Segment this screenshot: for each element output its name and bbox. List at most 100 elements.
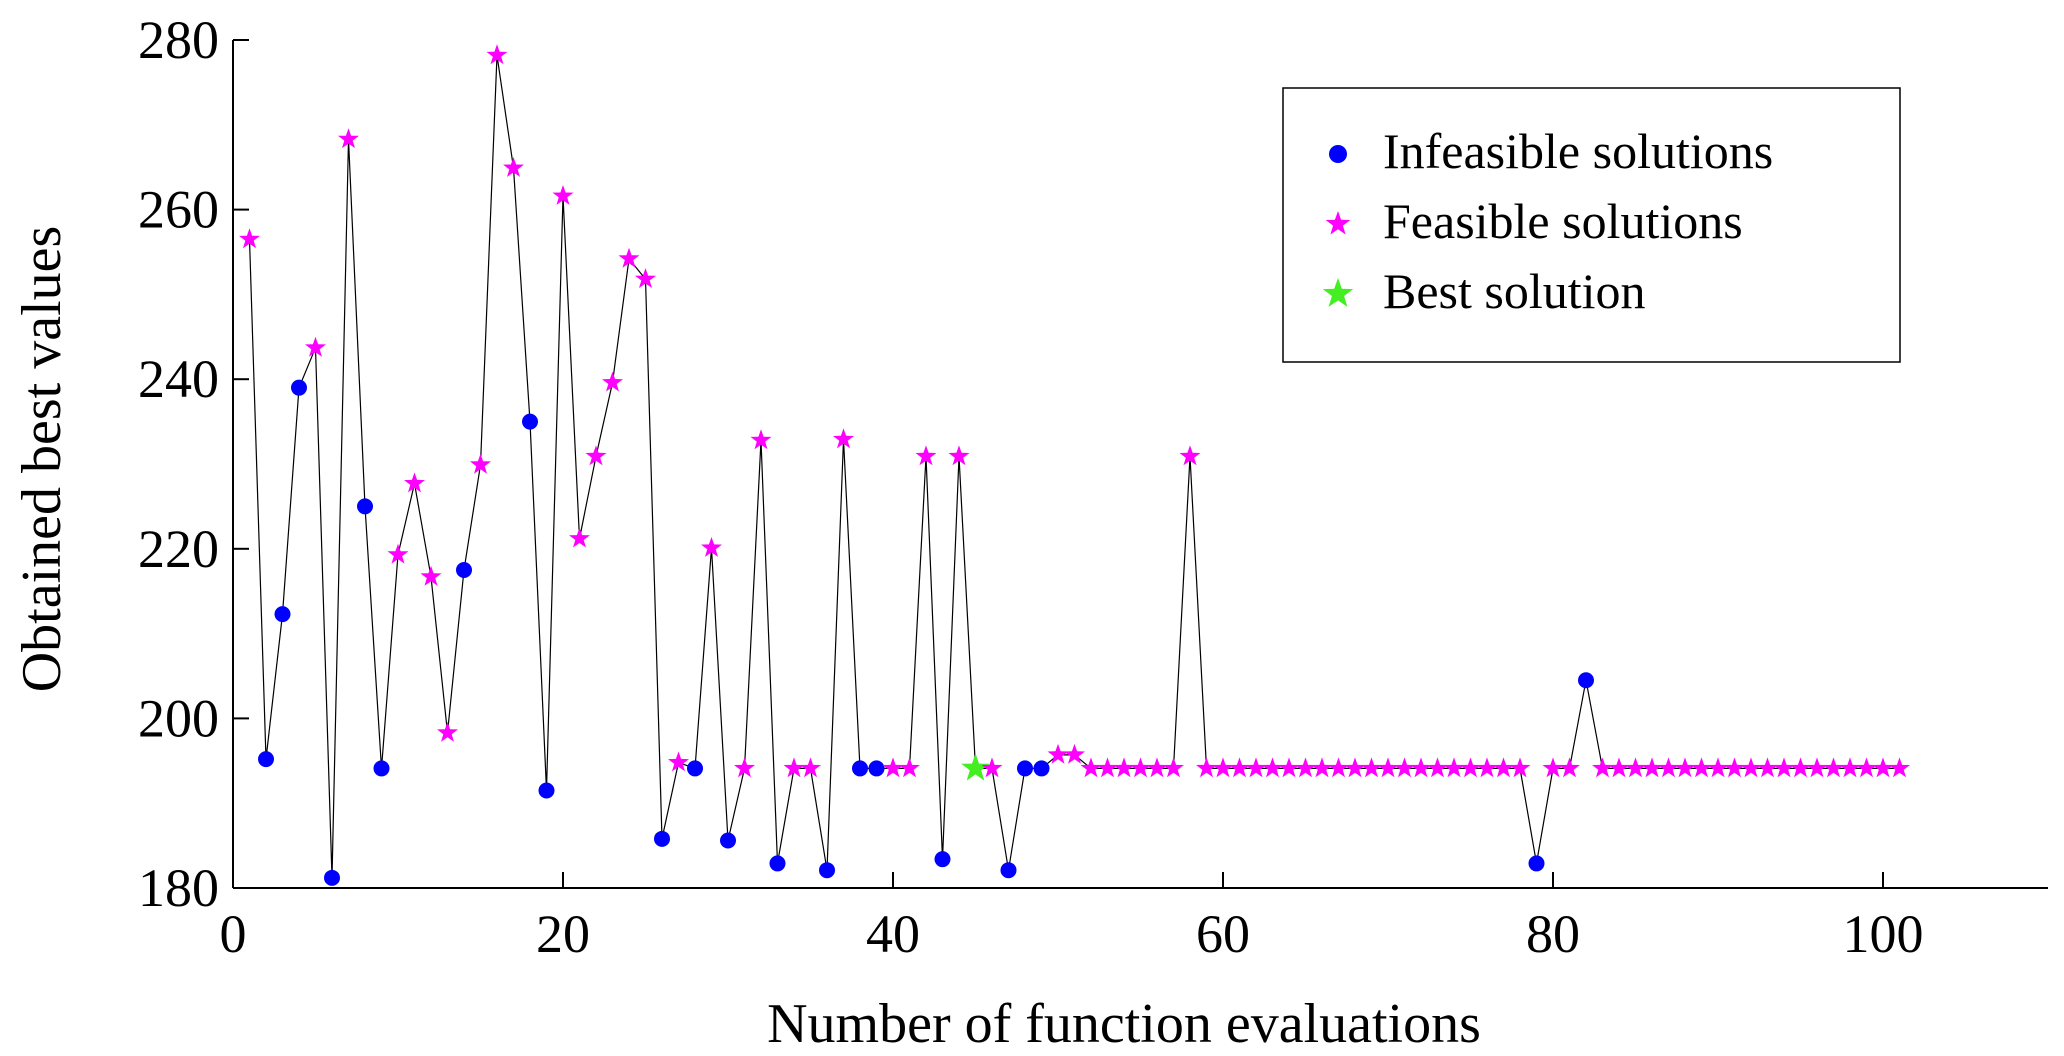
- legend-box: [1282, 87, 1901, 363]
- infeasible-point: [456, 562, 472, 578]
- feasible-point: [701, 537, 722, 557]
- feasible-point: [1278, 757, 1300, 778]
- feasible-point: [981, 757, 1003, 778]
- legend-label-best: Best solution: [1383, 263, 1646, 319]
- infeasible-point: [258, 751, 274, 768]
- feasible-point: [1773, 757, 1795, 778]
- infeasible-point: [291, 379, 307, 396]
- best-point: [961, 753, 990, 781]
- feasible-point: [1889, 757, 1910, 778]
- feasible-point: [948, 445, 970, 466]
- feasible-point: [1707, 757, 1729, 778]
- infeasible-point: [324, 869, 340, 886]
- feasible-point: [1724, 757, 1745, 778]
- feasible-point: [1691, 757, 1712, 778]
- feasible-point: [470, 453, 491, 474]
- feasible-point: [1872, 757, 1894, 778]
- feasible-point: [1757, 757, 1778, 778]
- feasible-point: [1559, 757, 1580, 778]
- x-tick-label: 40: [866, 904, 920, 964]
- infeasible-point: [1017, 760, 1033, 777]
- feasible-point: [1674, 757, 1696, 778]
- legend-markers: [1322, 145, 1354, 307]
- infeasible-point: [522, 413, 538, 430]
- feasible-point: [783, 757, 805, 778]
- feasible-point: [1806, 757, 1828, 778]
- x-tick-label: 100: [1843, 904, 1924, 964]
- feasible-point: [1196, 757, 1217, 778]
- feasible-point: [1608, 757, 1630, 778]
- infeasible-point: [852, 760, 868, 777]
- feasible-point: [503, 157, 524, 177]
- feasible-point: [734, 757, 755, 778]
- feasible-point: [1064, 743, 1085, 764]
- legend-marker-feasible: [1325, 211, 1351, 235]
- feasible-point: [1658, 757, 1679, 778]
- infeasible-point: [1000, 862, 1017, 879]
- feasible-point: [1592, 757, 1613, 778]
- feasible-point: [387, 543, 409, 564]
- feasible-point: [1476, 757, 1498, 778]
- x-tick-label: 60: [1196, 904, 1250, 964]
- feasible-point: [1328, 757, 1349, 778]
- infeasible-point: [819, 862, 835, 879]
- feasible-point: [420, 565, 442, 586]
- feasible-point: [800, 757, 821, 778]
- legend-marker-best: [1322, 278, 1354, 307]
- feasible-point: [1443, 757, 1465, 778]
- infeasible-point: [373, 760, 390, 777]
- feasible-point: [1839, 757, 1861, 778]
- y-tick-label: 200: [138, 688, 219, 748]
- infeasible-point: [538, 782, 555, 799]
- feasible-point: [618, 247, 640, 268]
- feasible-point: [1493, 757, 1514, 778]
- x-tick-label: 0: [220, 904, 247, 964]
- feasible-point: [585, 445, 607, 466]
- infeasible-point: [868, 760, 885, 777]
- legend-label-infeasible: Infeasible solutions: [1383, 123, 1773, 179]
- feasible-point: [1146, 757, 1168, 778]
- y-tick-label: 260: [138, 180, 219, 240]
- x-axis-title: Number of function evaluations: [767, 993, 1481, 1055]
- feasible-point: [404, 472, 425, 493]
- infeasible-point: [720, 832, 736, 849]
- infeasible-point: [934, 851, 951, 868]
- feasible-point: [1377, 757, 1399, 778]
- y-tick-label: 220: [138, 519, 219, 579]
- feasible-point: [1823, 757, 1844, 778]
- x-tick-label: 80: [1526, 904, 1580, 964]
- feasible-point: [1097, 757, 1118, 778]
- feasible-point: [1361, 757, 1382, 778]
- feasible-point: [1245, 757, 1267, 778]
- infeasible-point: [1578, 672, 1594, 689]
- feasible-point: [635, 268, 656, 288]
- feasible-point: [899, 757, 920, 778]
- feasible-point: [437, 721, 458, 742]
- feasible-point: [882, 757, 904, 778]
- feasible-point: [1625, 757, 1646, 778]
- feasible-point: [239, 228, 260, 249]
- feasible-point: [1509, 757, 1531, 778]
- legend: Infeasible solutions Feasible solutions …: [1282, 87, 1901, 363]
- feasible-point: [602, 371, 623, 392]
- feasible-point: [1410, 757, 1432, 778]
- infeasible-point: [654, 830, 670, 847]
- infeasible-point: [274, 606, 291, 623]
- infeasible-point: [1033, 760, 1050, 777]
- y-tick-label: 180: [138, 858, 219, 918]
- infeasible-point: [1528, 855, 1545, 872]
- feasible-point: [1212, 757, 1234, 778]
- y-tick-label: 280: [138, 10, 219, 70]
- feasible-point: [1163, 757, 1184, 778]
- feasible-point: [915, 445, 937, 466]
- feasible-point: [1130, 757, 1151, 778]
- legend-label-feasible: Feasible solutions: [1383, 193, 1743, 249]
- feasible-point: [668, 751, 689, 772]
- legend-marker-infeasible: [1329, 145, 1347, 163]
- feasible-point: [1344, 757, 1366, 778]
- feasible-point: [1790, 757, 1811, 778]
- x-tick-label: 20: [536, 904, 590, 964]
- feasible-point: [1740, 757, 1762, 778]
- feasible-point: [486, 44, 508, 65]
